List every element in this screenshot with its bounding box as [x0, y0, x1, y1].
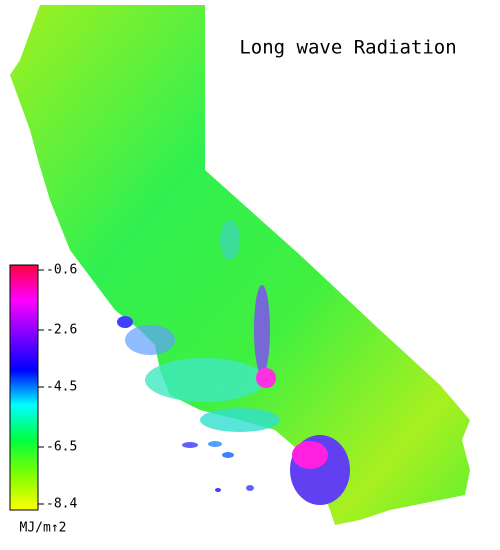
tick-label: -6.5 — [46, 440, 77, 455]
tick-label: -8.4 — [46, 497, 77, 512]
cyan-area — [200, 408, 280, 432]
cyan-area — [220, 220, 240, 260]
island — [246, 485, 254, 491]
unit-label: MJ/m↑2 — [20, 521, 67, 536]
state-shape — [10, 5, 470, 525]
colorbar: -0.6 -2.6 -4.5 -6.5 -8.4 — [9, 263, 77, 512]
island — [222, 452, 234, 458]
colorbar-ramp — [9, 264, 39, 511]
land — [10, 5, 470, 525]
magenta-area — [292, 441, 328, 469]
island — [208, 441, 222, 447]
blue-area — [117, 316, 133, 328]
tick-label: -0.6 — [46, 263, 77, 278]
magenta-area — [256, 368, 276, 388]
purple-area — [254, 285, 270, 375]
cyan-area — [125, 325, 175, 355]
tick-label: -4.5 — [46, 380, 77, 395]
cyan-area — [145, 358, 265, 402]
island — [215, 488, 221, 492]
island — [182, 442, 198, 448]
map-title: Long wave Radiation — [239, 37, 456, 59]
tick-label: -2.6 — [46, 323, 77, 338]
